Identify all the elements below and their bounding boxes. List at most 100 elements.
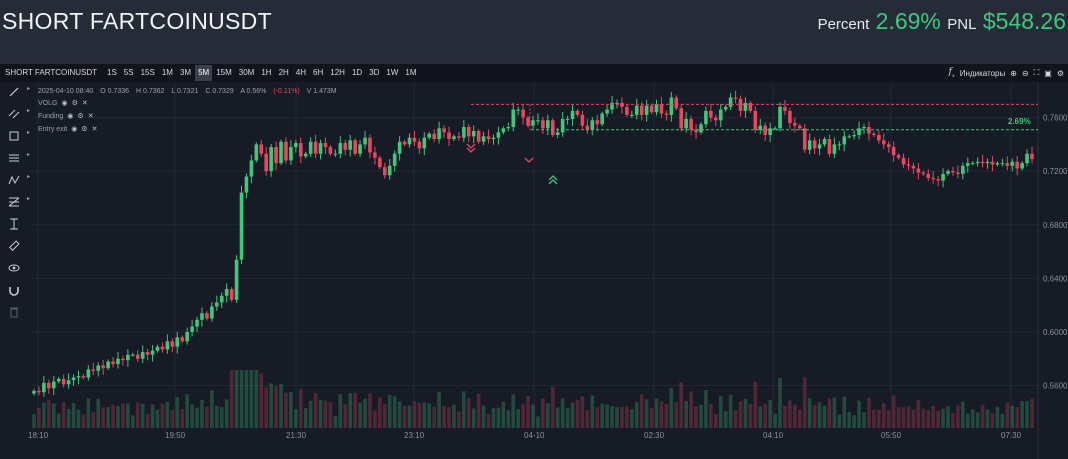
candle-body xyxy=(180,337,185,342)
candle-body xyxy=(294,143,298,148)
fib-levels-tool[interactable]: ▸ xyxy=(4,150,30,166)
magnet-icon xyxy=(9,287,19,296)
candle-body xyxy=(649,105,654,113)
timeframe-12h[interactable]: 12H xyxy=(330,68,345,77)
eye-icon[interactable]: ◉ xyxy=(67,113,74,120)
timeframe-1mo[interactable]: 1M xyxy=(405,68,417,77)
candle-body xyxy=(560,118,565,133)
timeframe-1s[interactable]: 1S xyxy=(107,68,117,77)
volume-bar xyxy=(368,393,372,428)
volume-bar xyxy=(901,407,906,428)
volume-bar xyxy=(793,404,797,428)
timeframe-1d[interactable]: 1D xyxy=(351,68,363,77)
volume-bar xyxy=(373,410,377,428)
timeframe-1m[interactable]: 1M xyxy=(161,68,173,77)
timeframe-5m[interactable]: 5M xyxy=(195,65,213,81)
exit-marker-icon xyxy=(548,175,558,185)
timeframe-15s[interactable]: 15S xyxy=(140,68,155,77)
close-icon[interactable]: ✕ xyxy=(87,113,94,120)
candle-body xyxy=(531,120,535,126)
volume-bar xyxy=(862,412,866,428)
timeframe-3m[interactable]: 3M xyxy=(179,68,192,77)
delete-tool[interactable] xyxy=(4,304,30,320)
candle-body xyxy=(704,110,708,125)
timeframe-30m[interactable]: 30M xyxy=(238,68,255,77)
zoom-out-icon[interactable]: ⊖ xyxy=(1021,68,1029,78)
zoom-in-icon[interactable]: ⊕ xyxy=(1010,68,1017,78)
volume-bar xyxy=(264,387,269,428)
toolbar-symbol[interactable]: SHORT FARTCOINUSDT xyxy=(5,68,98,77)
magnet-tool[interactable] xyxy=(4,282,30,298)
parallel-lines-tool[interactable]: ▸ xyxy=(4,106,30,122)
candle-body xyxy=(748,102,753,111)
candle-body xyxy=(634,105,639,115)
candle-body xyxy=(541,120,545,129)
candle-body xyxy=(1010,161,1015,166)
timeframe-3d[interactable]: 3D xyxy=(369,68,380,77)
legend-open: O 0.7336 xyxy=(100,88,130,95)
trend-line-tool[interactable]: ▸ xyxy=(4,84,30,100)
pattern-tool[interactable]: ▸ xyxy=(4,172,30,188)
volume-bar xyxy=(753,382,758,428)
volume-bar xyxy=(911,409,916,428)
rectangle-tool[interactable]: ▸ xyxy=(4,128,30,144)
close-icon[interactable]: ✕ xyxy=(81,100,88,107)
candle-body xyxy=(714,117,718,121)
measure-icon xyxy=(10,218,18,230)
volume-bar xyxy=(348,393,352,428)
candle-body xyxy=(234,259,239,300)
candle-body xyxy=(219,295,224,303)
screenshot-icon[interactable]: ▣ xyxy=(1044,68,1052,78)
eye-icon[interactable]: ◉ xyxy=(71,126,78,133)
gann-tool[interactable]: ▸ xyxy=(4,194,30,210)
pattern-icon xyxy=(8,175,20,185)
visibility-tool[interactable] xyxy=(4,260,30,276)
gear-icon[interactable]: ⚙ xyxy=(81,126,88,133)
candle-body xyxy=(491,137,496,140)
candle-body xyxy=(86,369,91,378)
candle-body xyxy=(793,122,797,126)
candle-body xyxy=(402,141,407,145)
volume-bar xyxy=(284,392,288,428)
candle-body xyxy=(466,126,471,137)
volume-bar xyxy=(229,370,234,428)
timeframe-5s[interactable]: 5S xyxy=(123,68,134,77)
candle-body xyxy=(279,141,283,164)
volume-bar xyxy=(126,403,130,428)
indicators-button[interactable]: Индикаторы xyxy=(959,68,1006,78)
candle-body xyxy=(906,164,911,166)
candle-body xyxy=(244,176,249,193)
ruler-tool[interactable] xyxy=(4,238,30,254)
timeframe-15m[interactable]: 15M xyxy=(216,68,232,77)
volume-bar xyxy=(783,405,787,428)
candle-body xyxy=(867,126,871,134)
volume-bar xyxy=(817,402,822,428)
settings-icon[interactable]: ⚙ xyxy=(1056,68,1064,78)
volume-bar xyxy=(279,384,283,428)
timeframe-1h[interactable]: 1H xyxy=(261,68,272,77)
candle-body xyxy=(570,110,575,119)
volume-bar xyxy=(812,404,817,428)
gear-icon[interactable]: ⚙ xyxy=(77,113,84,120)
candle-body xyxy=(926,173,931,178)
candle-body xyxy=(783,106,787,111)
candle-body xyxy=(733,97,738,99)
x-axis-tick-label: 21:30 xyxy=(286,431,307,440)
volume-bar xyxy=(131,415,135,428)
price-chart[interactable]: 0.7600 0.7200 0.6800 0.6400 0.6000 0.5600 18:1… xyxy=(0,64,1068,459)
close-icon[interactable]: ✕ xyxy=(91,126,98,133)
gear-icon[interactable]: ⚙ xyxy=(71,100,78,107)
timeframe-2h[interactable]: 2H xyxy=(278,68,289,77)
timeframe-1w[interactable]: 1W xyxy=(386,68,399,77)
measure-tool[interactable] xyxy=(4,216,30,232)
function-icon[interactable]: fx xyxy=(948,67,955,79)
timeframe-6h[interactable]: 6H xyxy=(313,68,324,77)
fullscreen-icon[interactable]: ⛶ xyxy=(1033,68,1040,77)
candle-body xyxy=(975,161,980,164)
candle-body xyxy=(96,365,101,371)
volume-bar xyxy=(1015,407,1019,428)
timeframe-4h[interactable]: 4H xyxy=(295,68,307,77)
candle-body xyxy=(224,289,229,296)
eye-icon[interactable]: ◉ xyxy=(61,100,68,107)
volume-bar xyxy=(881,403,886,428)
